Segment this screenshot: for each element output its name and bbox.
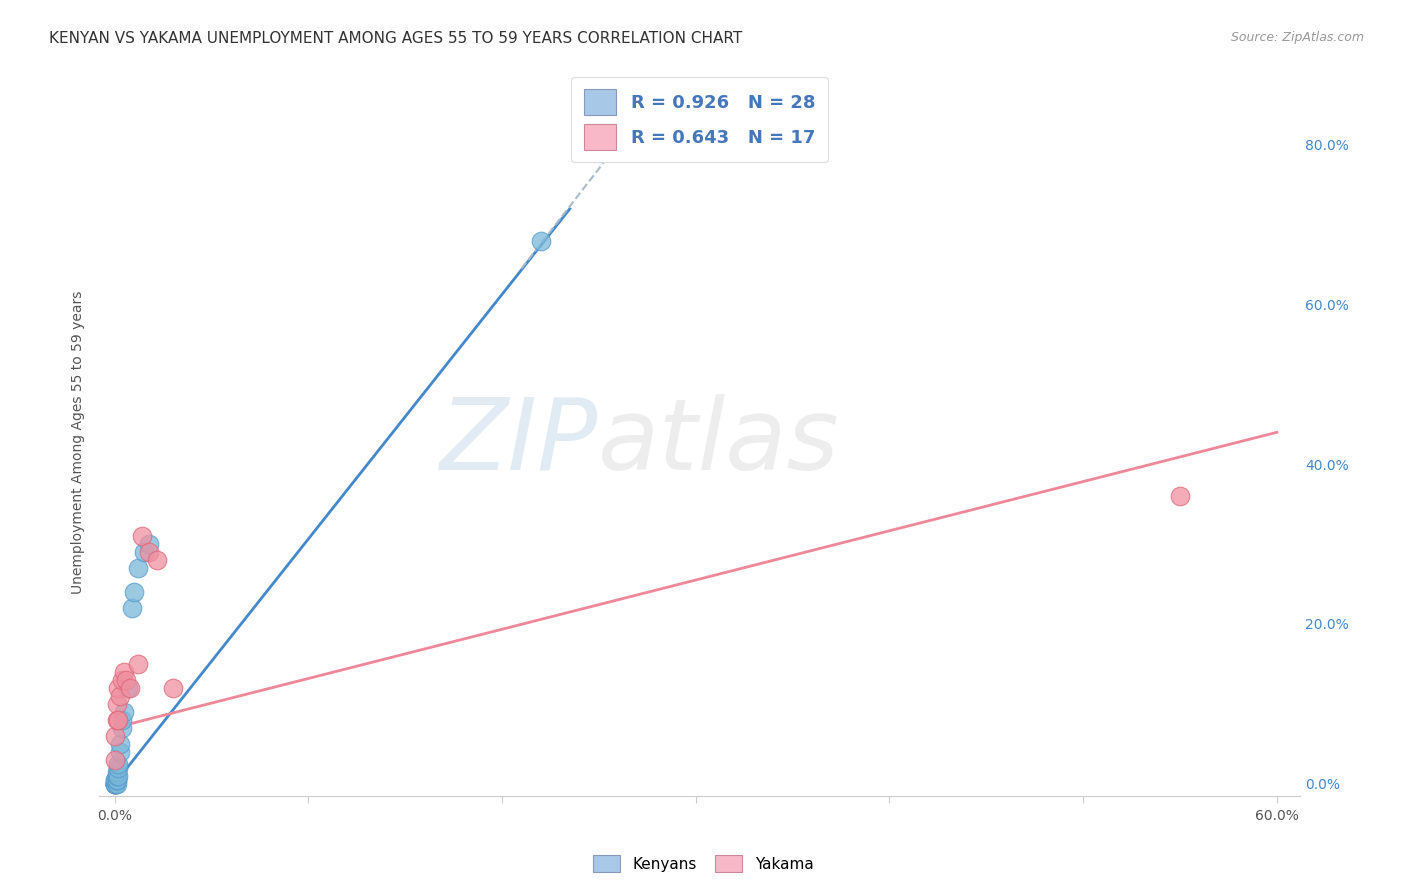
Text: atlas: atlas: [598, 393, 839, 491]
Point: [105, 697, 128, 711]
Point: [105, 769, 128, 783]
Point: [105, 764, 128, 779]
Point: [111, 721, 134, 735]
Point: [121, 601, 143, 615]
Point: [105, 713, 128, 727]
Point: [104, 776, 127, 790]
Point: [111, 713, 134, 727]
Point: [138, 545, 160, 559]
Point: [104, 772, 127, 787]
Point: [105, 776, 128, 790]
Point: [127, 657, 149, 671]
Point: [105, 772, 128, 787]
Text: ZIP: ZIP: [439, 393, 598, 491]
Point: [107, 761, 129, 775]
Point: [105, 772, 128, 787]
Point: [104, 753, 127, 767]
Point: [122, 585, 145, 599]
Point: [110, 745, 132, 759]
Point: [104, 772, 127, 787]
Point: [107, 681, 129, 695]
Point: [117, 681, 139, 695]
Y-axis label: Unemployment Among Ages 55 to 59 years: Unemployment Among Ages 55 to 59 years: [72, 291, 86, 594]
Point: [107, 713, 129, 727]
Point: [110, 737, 132, 751]
Point: [112, 705, 135, 719]
Point: [104, 776, 127, 790]
Point: [115, 673, 138, 687]
Point: [111, 673, 134, 687]
Point: [1168, 489, 1191, 503]
Text: Source: ZipAtlas.com: Source: ZipAtlas.com: [1230, 31, 1364, 45]
Point: [132, 545, 155, 559]
Point: [104, 776, 127, 790]
Point: [104, 776, 127, 790]
Point: [107, 756, 129, 771]
Point: [112, 665, 135, 679]
Point: [107, 769, 129, 783]
Point: [127, 561, 149, 575]
Point: [146, 553, 169, 567]
Point: [131, 529, 153, 543]
Point: [110, 689, 132, 703]
Legend: Kenyans, Yakama: Kenyans, Yakama: [585, 847, 821, 880]
Point: [138, 537, 160, 551]
Point: [104, 776, 127, 790]
Text: KENYAN VS YAKAMA UNEMPLOYMENT AMONG AGES 55 TO 59 YEARS CORRELATION CHART: KENYAN VS YAKAMA UNEMPLOYMENT AMONG AGES…: [49, 31, 742, 46]
Point: [104, 776, 127, 790]
Legend: R = 0.926   N = 28, R = 0.643   N = 17: R = 0.926 N = 28, R = 0.643 N = 17: [571, 77, 828, 162]
Point: [120, 681, 142, 695]
Point: [162, 681, 184, 695]
Point: [104, 729, 127, 743]
Point: [530, 234, 553, 248]
